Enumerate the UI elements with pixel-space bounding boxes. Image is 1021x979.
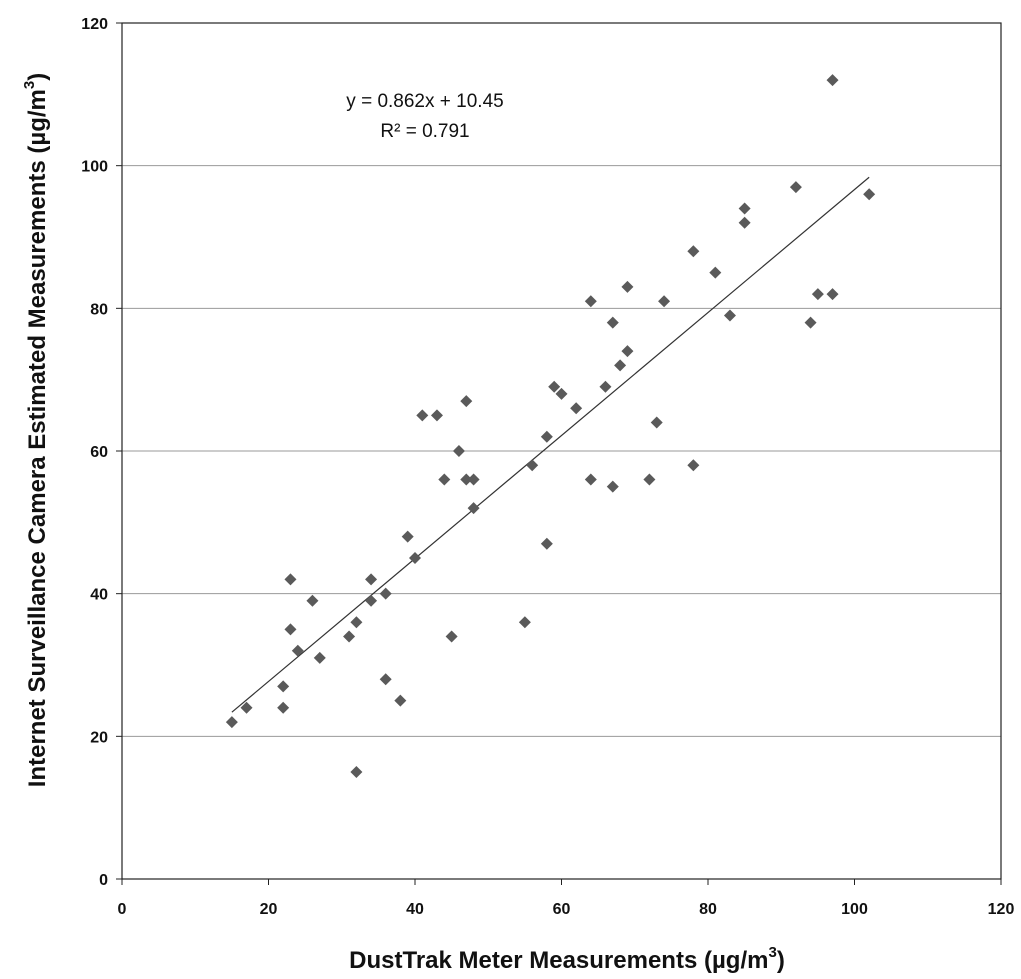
- x-axis-title-main: DustTrak Meter Measurements (µg/m: [349, 947, 768, 974]
- data-point: [460, 473, 473, 486]
- x-tick-label: 80: [699, 901, 717, 918]
- data-point: [526, 459, 539, 472]
- y-axis-title-main: Internet Surveillance Camera Estimated M…: [24, 89, 51, 787]
- data-point: [467, 473, 480, 486]
- y-axis-title: Internet Surveillance Camera Estimated M…: [21, 73, 51, 787]
- data-point: [548, 380, 561, 393]
- data-point: [738, 216, 751, 229]
- data-point: [365, 573, 378, 586]
- data-point: [584, 473, 597, 486]
- data-point: [313, 651, 326, 664]
- x-axis-title-end: ): [777, 947, 785, 974]
- data-point: [621, 280, 634, 293]
- data-point: [277, 680, 290, 693]
- data-point: [438, 473, 451, 486]
- data-point: [863, 188, 876, 201]
- data-points: [225, 74, 876, 778]
- x-tick-label: 100: [841, 901, 868, 918]
- x-tick-label: 40: [406, 901, 424, 918]
- data-point: [284, 623, 297, 636]
- data-point: [416, 409, 429, 422]
- y-tick-label: 100: [81, 159, 108, 176]
- r-squared-label: R² = 0.791: [380, 121, 469, 142]
- data-point: [467, 502, 480, 515]
- y-tick-label: 80: [90, 301, 108, 318]
- data-point: [379, 673, 392, 686]
- data-point: [379, 587, 392, 600]
- data-point: [306, 594, 319, 607]
- data-point: [343, 630, 356, 643]
- data-point: [570, 402, 583, 415]
- y-tick-label: 60: [90, 444, 108, 461]
- data-point: [709, 266, 722, 279]
- data-point: [430, 409, 443, 422]
- data-point: [687, 245, 700, 258]
- data-point: [826, 288, 839, 301]
- y-tick-label: 40: [90, 587, 108, 604]
- trendline-equation: y = 0.862x + 10.45: [346, 91, 503, 112]
- y-tick-label: 20: [90, 729, 108, 746]
- data-point: [606, 480, 619, 493]
- data-point: [350, 766, 363, 778]
- y-axis-title-sup: 3: [21, 81, 38, 89]
- data-point: [291, 644, 304, 657]
- data-point: [540, 537, 553, 550]
- y-axis-title-end: ): [24, 73, 51, 81]
- data-point: [584, 295, 597, 308]
- data-point: [606, 316, 619, 329]
- trendline: [231, 176, 870, 713]
- trendline-group: [231, 176, 870, 713]
- x-tick-label: 20: [260, 901, 278, 918]
- data-point: [452, 445, 465, 457]
- x-axis-title-sup: 3: [768, 944, 776, 961]
- data-point: [518, 616, 531, 629]
- x-axis-title: DustTrak Meter Measurements (µg/m3): [349, 944, 785, 974]
- data-point: [723, 309, 736, 322]
- x-tick-label: 120: [988, 901, 1015, 918]
- data-point: [409, 552, 421, 564]
- data-point: [350, 616, 363, 629]
- x-tick-label: 60: [553, 901, 571, 918]
- data-point: [555, 387, 568, 400]
- data-point: [650, 416, 663, 429]
- data-point: [394, 694, 407, 707]
- data-point: [614, 359, 627, 372]
- data-point: [445, 630, 458, 643]
- data-point: [687, 459, 700, 472]
- y-tick-label: 120: [81, 16, 108, 33]
- data-point: [811, 288, 824, 301]
- gridlines: [122, 165, 1001, 737]
- x-tick-label: 0: [118, 901, 127, 918]
- data-point: [401, 530, 414, 543]
- data-point: [225, 716, 238, 729]
- data-point: [643, 473, 656, 486]
- data-point: [540, 430, 553, 443]
- axis-ticks: 0 20 40 60 80 100 120 0 20 40 60 80 100 120: [81, 16, 1014, 918]
- data-point: [365, 594, 378, 607]
- y-tick-label: 0: [99, 872, 108, 889]
- data-point: [240, 701, 253, 714]
- data-point: [826, 74, 839, 87]
- data-point: [460, 395, 473, 408]
- data-point: [277, 701, 290, 714]
- data-point: [789, 181, 802, 194]
- data-point: [621, 345, 634, 358]
- data-point: [284, 573, 297, 586]
- data-point: [599, 380, 612, 393]
- data-point: [738, 202, 751, 215]
- data-point: [658, 295, 671, 308]
- data-point: [804, 316, 817, 329]
